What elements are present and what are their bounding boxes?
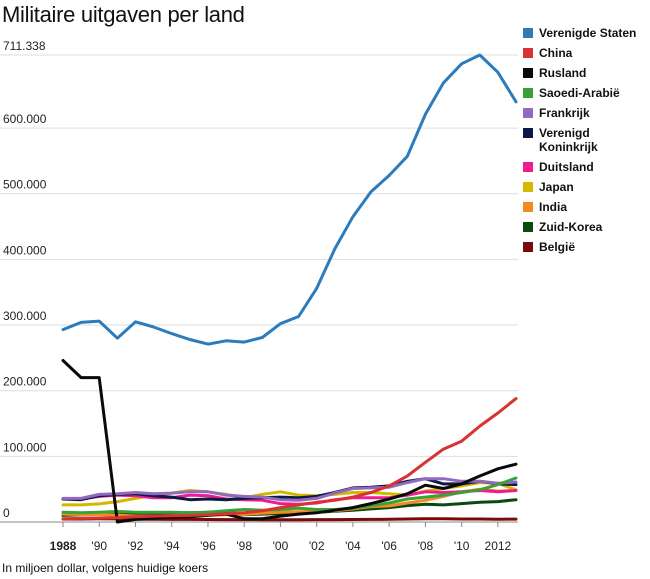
x-tick-label: '02	[309, 539, 325, 553]
x-tick-label: 1988	[50, 539, 77, 553]
x-tick-label: '92	[128, 539, 144, 553]
x-tick-label: 2012	[485, 539, 512, 553]
legend-swatch	[523, 162, 533, 172]
legend-item: Frankrijk	[523, 106, 650, 120]
series-line-saoedi-arabi-	[61, 476, 518, 515]
x-tick-label: '10	[454, 539, 470, 553]
legend-swatch	[523, 48, 533, 58]
legend-label: Rusland	[539, 66, 587, 80]
series-line-verenigde-staten	[61, 53, 518, 346]
legend-label: Saoedi-Arabië	[539, 86, 620, 100]
legend: Verenigde Staten China Rusland Saoedi-Arabi…	[523, 26, 650, 260]
legend-swatch	[523, 128, 533, 138]
x-tick-label: '94	[164, 539, 180, 553]
y-axis: 0 100.000 200.000 300.000 400.000 500.000 600.…	[3, 39, 47, 520]
legend-swatch	[523, 202, 533, 212]
legend-label: Verenigd Koninkrijk	[539, 126, 598, 154]
x-tick-label: '06	[381, 539, 397, 553]
y-tick-label: 200.000	[3, 375, 47, 389]
y-tick-label: 100.000	[3, 440, 47, 454]
y-tick-label: 500.000	[3, 178, 47, 192]
legend-item: Zuid-Korea	[523, 220, 650, 234]
legend-label: België	[539, 240, 576, 254]
grid-lines	[0, 54, 518, 523]
chart-footnote: In miljoen dollar, volgens huidige koers	[2, 561, 209, 575]
series-lines	[61, 53, 518, 524]
x-tick-label: '98	[236, 539, 252, 553]
legend-swatch	[523, 182, 533, 192]
legend-item: Rusland	[523, 66, 650, 80]
legend-item: Japan	[523, 180, 650, 194]
legend-swatch	[523, 242, 533, 252]
legend-item: Verenigde Staten	[523, 26, 650, 40]
y-tick-label: 400.000	[3, 243, 47, 257]
legend-label: India	[539, 200, 568, 214]
legend-item: België	[523, 240, 650, 254]
y-max-label: 711.338	[3, 39, 46, 53]
legend-item: Duitsland	[523, 160, 650, 174]
legend-item: Saoedi-Arabië	[523, 86, 650, 100]
legend-label: Japan	[539, 180, 574, 194]
x-axis: 1988 '90 '92 '94 '96 '98 '00 '02 '04 '06 '08 '10 201…	[50, 522, 512, 553]
legend-swatch	[523, 222, 533, 232]
legend-label: Zuid-Korea	[539, 220, 603, 234]
legend-label: China	[539, 46, 573, 60]
x-tick-label: '08	[418, 539, 434, 553]
legend-item: India	[523, 200, 650, 214]
x-tick-label: '04	[345, 539, 361, 553]
legend-label: Frankrijk	[539, 106, 590, 120]
legend-item: China	[523, 46, 650, 60]
legend-swatch	[523, 88, 533, 98]
legend-swatch	[523, 68, 533, 78]
chart-title: Militaire uitgaven per land	[2, 2, 245, 27]
series-line-rusland	[61, 359, 518, 524]
y-tick-label: 0	[3, 506, 10, 520]
series-line-duitsland	[61, 489, 518, 506]
legend-swatch	[523, 28, 533, 38]
legend-item: Verenigd Koninkrijk	[523, 126, 650, 154]
series-line-frankrijk	[61, 477, 518, 502]
x-tick-label: '96	[200, 539, 216, 553]
legend-label: Duitsland	[539, 160, 594, 174]
series-line-china	[61, 397, 518, 521]
x-tick-label: '90	[91, 539, 107, 553]
y-tick-label: 600.000	[3, 112, 47, 126]
legend-label: Verenigde Staten	[539, 26, 637, 40]
y-tick-label: 300.000	[3, 309, 47, 323]
legend-swatch	[523, 108, 533, 118]
x-tick-label: '00	[273, 539, 289, 553]
